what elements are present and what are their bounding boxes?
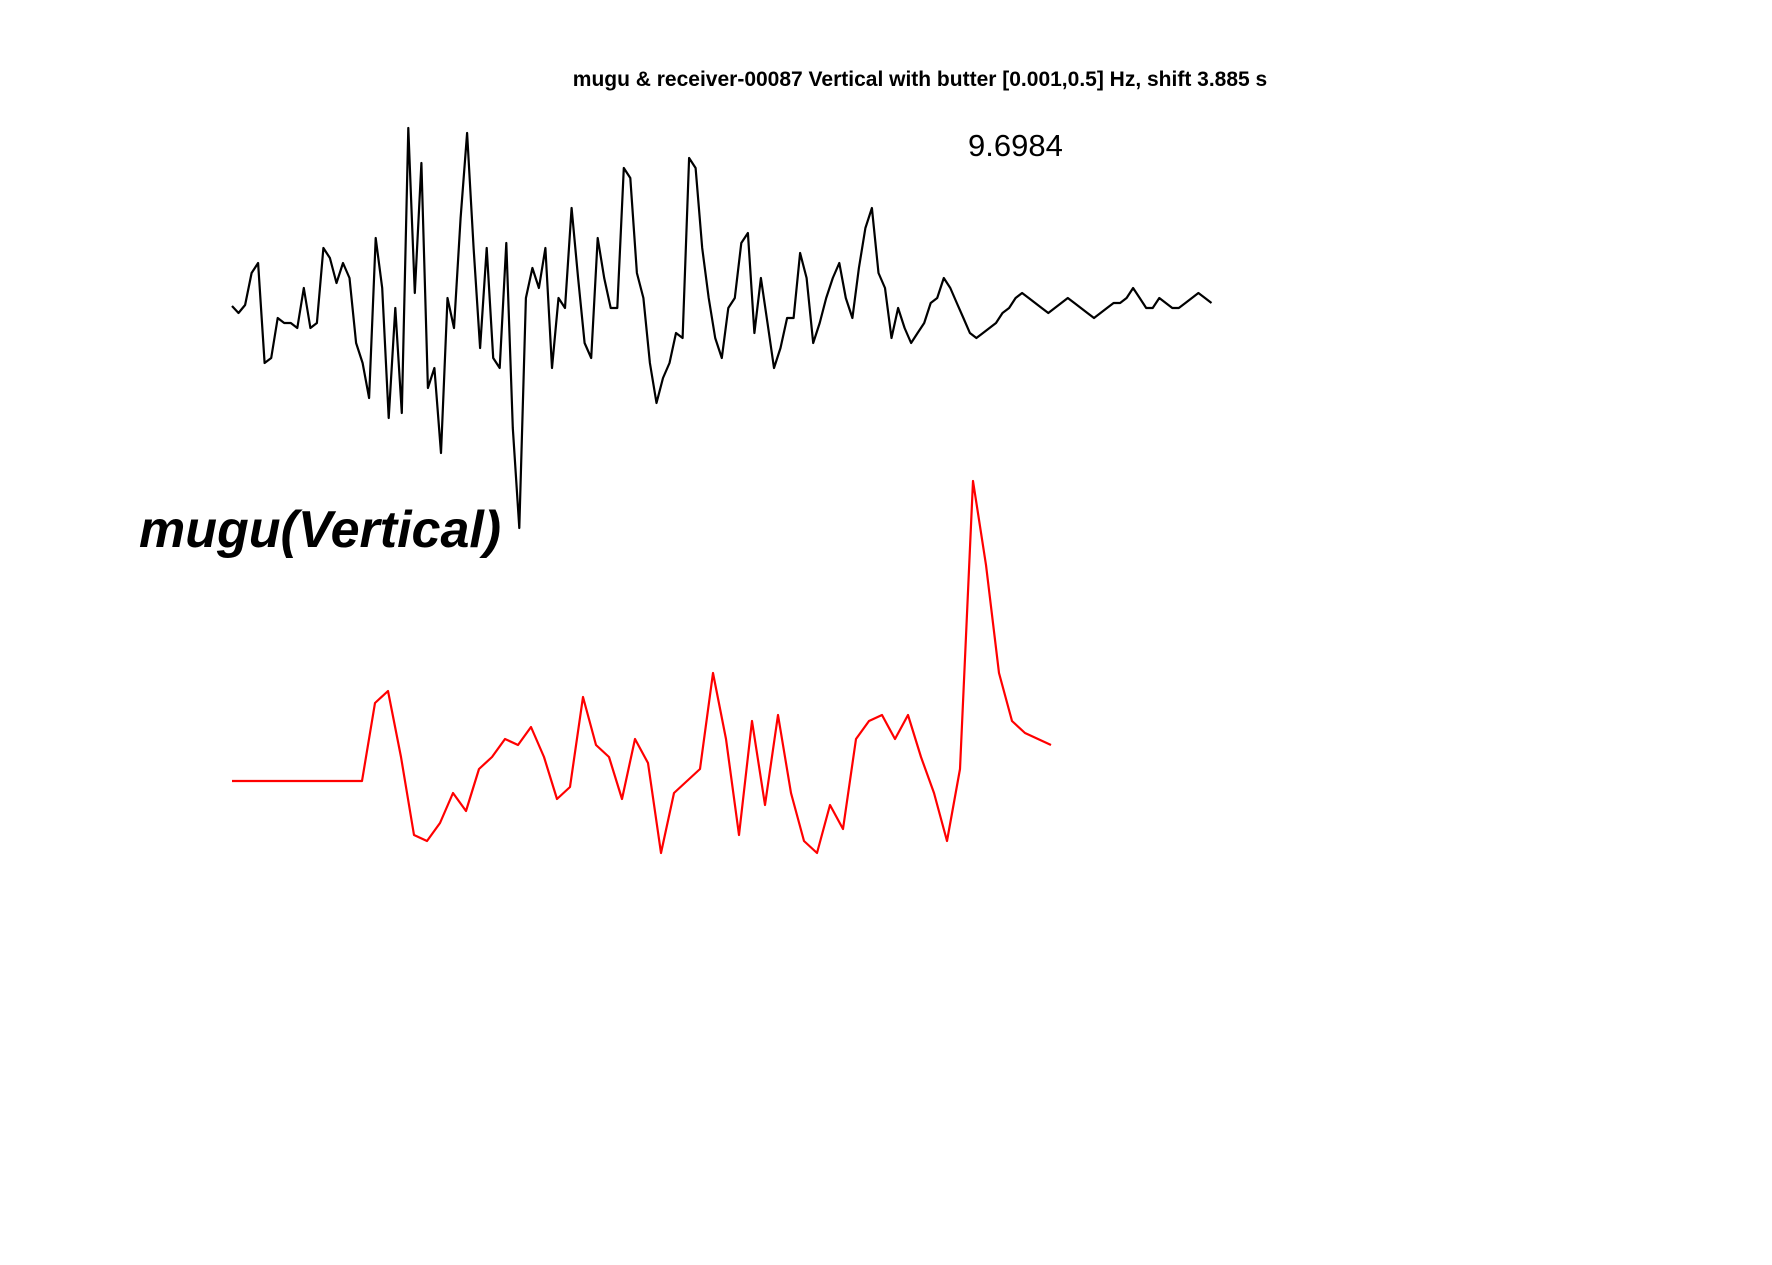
observed-trace-line [231,126,1213,530]
chart-title: mugu & receiver-00087 Vertical with butt… [572,68,1268,91]
station-label: mugu(Vertical) [139,501,502,559]
correlation-value: 9.6984 [968,128,1063,163]
synthetic-trace-line [232,479,1052,855]
